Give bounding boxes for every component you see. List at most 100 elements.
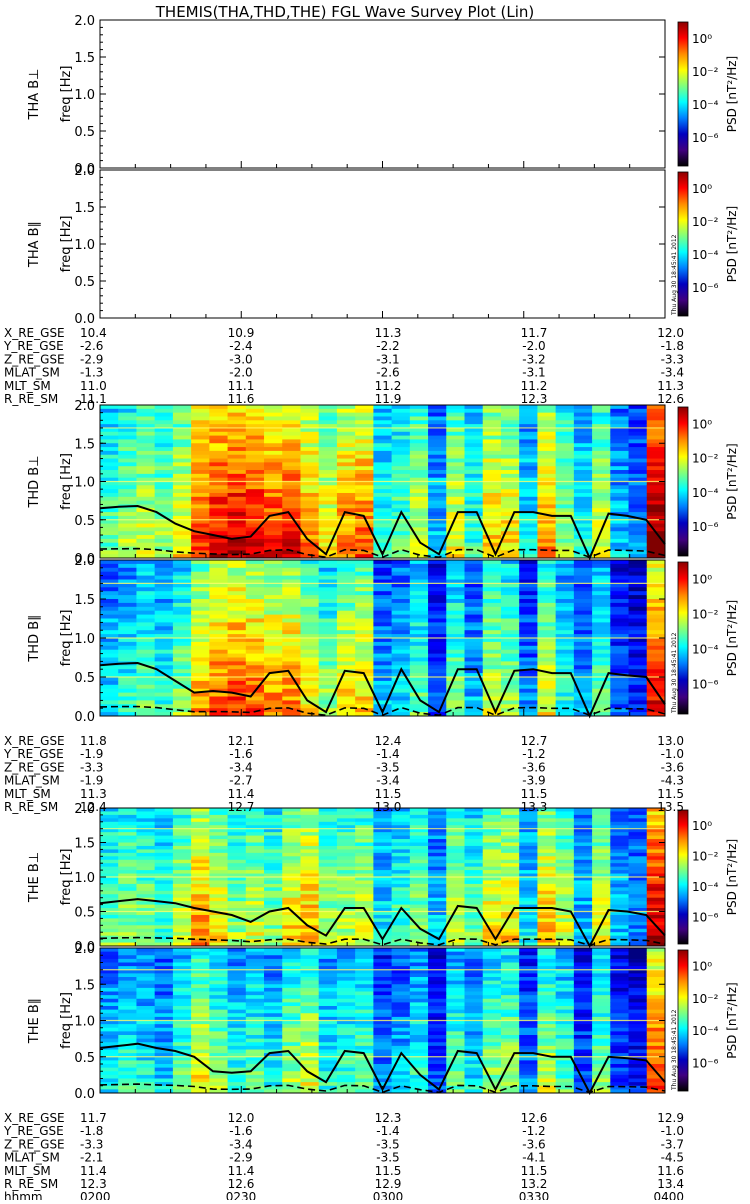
spectrogram-cell xyxy=(483,539,502,543)
spectrogram-cell xyxy=(373,970,392,974)
spectrogram-cell xyxy=(118,576,137,581)
spectrogram-cell xyxy=(337,493,356,497)
spectrogram-cell xyxy=(629,497,648,501)
spectrogram-cell xyxy=(228,447,247,451)
spectrogram-cell xyxy=(483,984,502,988)
spectrogram-cell xyxy=(610,915,629,919)
spectrogram-cell xyxy=(410,884,429,888)
spectrogram-cell xyxy=(410,922,429,926)
spectrogram-cell xyxy=(410,630,429,635)
spectrogram-cell xyxy=(100,815,119,819)
spectrogram-cell xyxy=(246,867,265,871)
spectrogram-cell xyxy=(100,459,119,463)
spectrogram-cell xyxy=(610,638,629,643)
spectrogram-cell xyxy=(373,922,392,926)
spectrogram-cell xyxy=(264,1035,283,1039)
spectrogram-cell xyxy=(592,485,611,489)
spectrogram-cell xyxy=(264,1075,283,1079)
spectrogram-cell xyxy=(410,1042,429,1046)
spectrogram-cell xyxy=(428,493,447,497)
spectrogram-cell xyxy=(155,995,174,999)
spectrogram-cell xyxy=(355,642,374,647)
spectrogram-cell xyxy=(228,1028,247,1032)
spectrogram-cell xyxy=(373,689,392,694)
spectrogram-cell xyxy=(410,470,429,474)
spectrogram-cell xyxy=(428,658,447,663)
spectrogram-cell xyxy=(574,915,593,919)
spectrogram-cell xyxy=(264,894,283,898)
spectrogram-cell xyxy=(501,901,520,905)
spectrogram-cell xyxy=(592,863,611,867)
spectrogram-cell xyxy=(209,815,228,819)
spectrogram-cell xyxy=(100,843,119,847)
spectrogram-cell xyxy=(483,849,502,853)
spectrogram-cell xyxy=(537,572,556,577)
spectrogram-cell xyxy=(574,416,593,420)
spectrogram-cell xyxy=(300,615,319,620)
spectrogram-cell xyxy=(629,599,648,604)
spectrogram-cell xyxy=(592,615,611,620)
spectrogram-cell xyxy=(118,708,137,713)
spectrogram-cell xyxy=(100,822,119,826)
spectrogram-cell xyxy=(228,887,247,891)
spectrogram-cell xyxy=(337,856,356,860)
colorbar-tick-label: 10⁻² xyxy=(692,608,719,622)
spectrogram-cell xyxy=(155,405,174,409)
colorbar-tick-label: 10⁰ xyxy=(692,819,712,833)
spectrogram-cell xyxy=(319,583,338,588)
colorbar-tick-label: 10⁰ xyxy=(692,573,712,587)
spectrogram-cell xyxy=(337,583,356,588)
spectrogram-cell xyxy=(136,497,155,501)
spectrogram-cell xyxy=(592,822,611,826)
spectrogram-cell xyxy=(629,818,648,822)
spectrogram-cell xyxy=(592,925,611,929)
spectrogram-cell xyxy=(191,681,210,686)
spectrogram-cell xyxy=(610,685,629,690)
spectrogram-cell xyxy=(300,466,319,470)
spectrogram-cell xyxy=(392,493,411,497)
spectrogram-cell xyxy=(155,428,174,432)
spectrogram-cell xyxy=(173,531,192,535)
spectrogram-cell xyxy=(100,527,119,531)
spectrogram-cell xyxy=(246,880,265,884)
spectrogram-cell xyxy=(337,607,356,612)
spectrogram-cell xyxy=(410,898,429,902)
panel-label: THA B⊥ xyxy=(27,69,42,121)
spectrogram-cell xyxy=(300,681,319,686)
spectrogram-cell xyxy=(228,1046,247,1050)
spectrogram-cell xyxy=(392,973,411,977)
spectrogram-cell xyxy=(282,829,301,833)
spectrogram-cell xyxy=(647,603,666,608)
spectrogram-cell xyxy=(410,587,429,592)
spectrogram-cell xyxy=(610,416,629,420)
spectrogram-cell xyxy=(610,658,629,663)
spectrogram-cell xyxy=(373,650,392,655)
spectrogram-cell xyxy=(100,693,119,698)
spectrogram-cell xyxy=(410,451,429,455)
spectrogram-cell xyxy=(392,535,411,539)
spectrogram-cell xyxy=(282,603,301,608)
spectrogram-cell xyxy=(537,658,556,663)
spectrogram-cell xyxy=(501,973,520,977)
spectrogram-cell xyxy=(446,642,465,647)
spectrogram-cell xyxy=(300,1050,319,1054)
spectrogram-cell xyxy=(446,992,465,996)
spectrogram-cell xyxy=(483,963,502,967)
spectrogram-cell xyxy=(501,948,520,952)
spectrogram-cell xyxy=(501,999,520,1003)
spectrogram-cell xyxy=(173,615,192,620)
spectrogram-cell xyxy=(264,497,283,501)
spectrogram-cell xyxy=(300,912,319,916)
spectrogram-cell xyxy=(118,677,137,682)
spectrogram-cell xyxy=(173,846,192,850)
spectrogram-cell xyxy=(264,508,283,512)
spectrogram-cell xyxy=(264,901,283,905)
spectrogram-cell xyxy=(155,595,174,600)
spectrogram-cell xyxy=(410,1035,429,1039)
spectrogram-cell xyxy=(428,689,447,694)
spectrogram-cell xyxy=(246,981,265,985)
spectrogram-cell xyxy=(519,658,538,663)
spectrogram-cell xyxy=(446,884,465,888)
spectrogram-cell xyxy=(136,443,155,447)
